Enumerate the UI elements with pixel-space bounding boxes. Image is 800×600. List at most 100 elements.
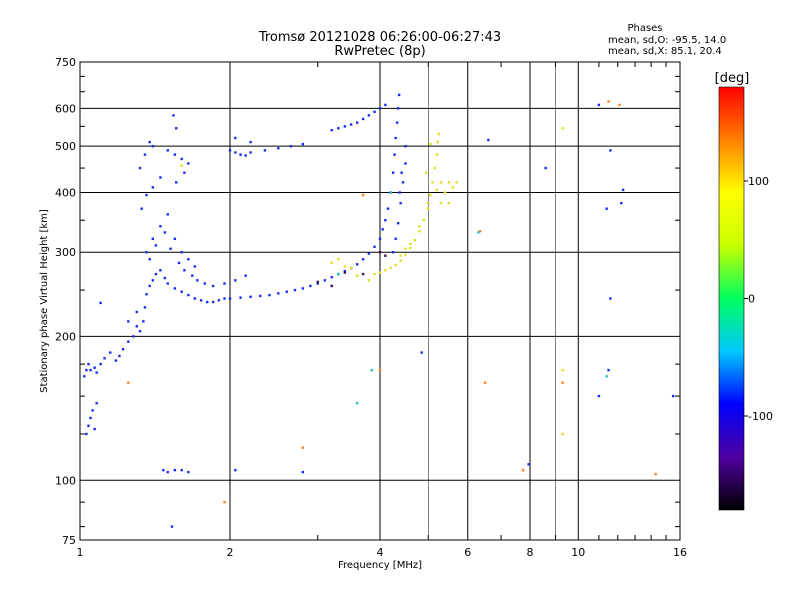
data-point <box>127 340 130 343</box>
data-point <box>301 470 305 474</box>
data-point <box>223 297 226 300</box>
data-point <box>151 186 155 189</box>
data-point <box>418 225 421 228</box>
data-point <box>605 207 608 210</box>
data-point <box>400 171 403 174</box>
data-point <box>148 140 151 144</box>
data-point <box>166 149 169 152</box>
data-point <box>301 446 305 449</box>
data-point <box>95 371 98 374</box>
data-point <box>277 147 280 150</box>
data-point <box>166 470 169 474</box>
data-point <box>618 103 621 107</box>
data-point <box>404 247 407 250</box>
data-point <box>386 207 390 210</box>
data-point <box>301 142 305 146</box>
x-tick-label: 1 <box>77 546 84 559</box>
data-point <box>431 181 434 184</box>
data-point <box>93 427 96 431</box>
data-point <box>609 149 612 152</box>
data-point <box>404 162 407 165</box>
data-point <box>173 153 177 156</box>
data-point <box>391 171 395 174</box>
data-point <box>620 201 623 205</box>
data-point <box>234 151 237 154</box>
data-point <box>384 254 387 257</box>
y-axis-label: Stationary phase Virtual Height [km] <box>39 209 50 393</box>
data-point <box>561 127 564 130</box>
chart-subtitle: RwPretec (8p) <box>334 44 425 59</box>
data-point <box>175 127 178 130</box>
data-point <box>223 500 226 504</box>
data-point <box>561 381 564 384</box>
data-point <box>109 351 112 354</box>
data-point <box>343 269 347 273</box>
data-point <box>437 132 441 136</box>
data-point <box>234 468 237 472</box>
data-point <box>239 296 242 299</box>
data-point <box>361 258 365 261</box>
data-point <box>89 416 92 420</box>
data-point <box>173 468 177 472</box>
data-point <box>114 359 118 362</box>
data-point <box>159 269 162 272</box>
data-point <box>337 272 340 276</box>
data-point <box>394 237 397 241</box>
data-point <box>378 237 382 241</box>
data-point <box>487 138 490 142</box>
data-point <box>173 237 177 241</box>
data-point <box>395 121 399 124</box>
data-point <box>355 121 359 124</box>
data-point <box>418 229 421 233</box>
data-point <box>439 181 443 184</box>
data-point <box>268 293 271 297</box>
data-point <box>154 244 158 247</box>
data-point <box>103 357 106 360</box>
data-point <box>367 279 371 282</box>
data-point <box>249 140 252 144</box>
data-point <box>429 193 432 197</box>
x-tick-label: 8 <box>527 546 534 559</box>
data-point <box>180 468 183 472</box>
data-point <box>205 300 209 304</box>
data-point <box>187 293 190 297</box>
data-point <box>378 251 382 254</box>
data-point <box>89 368 92 372</box>
phases-legend-o-stats: mean, sd,O: -95.5, 14.0 <box>608 35 726 46</box>
data-point <box>455 181 458 184</box>
data-point <box>671 394 675 398</box>
data-point <box>361 193 365 197</box>
data-point <box>285 290 288 293</box>
y-axis-ticks: 75 100 200 300 400 500 600 750 <box>55 56 680 547</box>
data-point <box>398 191 401 194</box>
data-point <box>401 181 405 184</box>
data-point <box>355 263 359 266</box>
data-point <box>87 424 90 428</box>
data-point <box>151 144 155 148</box>
data-point <box>544 166 547 170</box>
data-point <box>605 375 608 378</box>
data-point <box>435 188 438 192</box>
data-point <box>180 290 183 293</box>
chart-title: Tromsø 20121028 06:26:00-06:27:43 <box>258 30 501 45</box>
y-tick-label: 200 <box>55 330 76 343</box>
data-point <box>399 201 402 205</box>
data-point <box>451 186 455 189</box>
data-point <box>85 432 88 436</box>
data-point <box>203 282 206 285</box>
data-point <box>135 310 138 314</box>
data-point <box>309 284 312 288</box>
data-point <box>373 110 376 114</box>
data-point <box>277 292 280 295</box>
colorbar-tick-label: 0 <box>748 293 755 306</box>
data-point <box>561 432 564 436</box>
data-point <box>436 140 439 144</box>
data-point <box>527 463 530 466</box>
data-point <box>239 153 242 156</box>
data-point <box>177 261 181 265</box>
data-point <box>343 265 347 268</box>
data-point <box>162 468 165 472</box>
data-point <box>259 294 262 298</box>
data-point <box>173 287 177 290</box>
